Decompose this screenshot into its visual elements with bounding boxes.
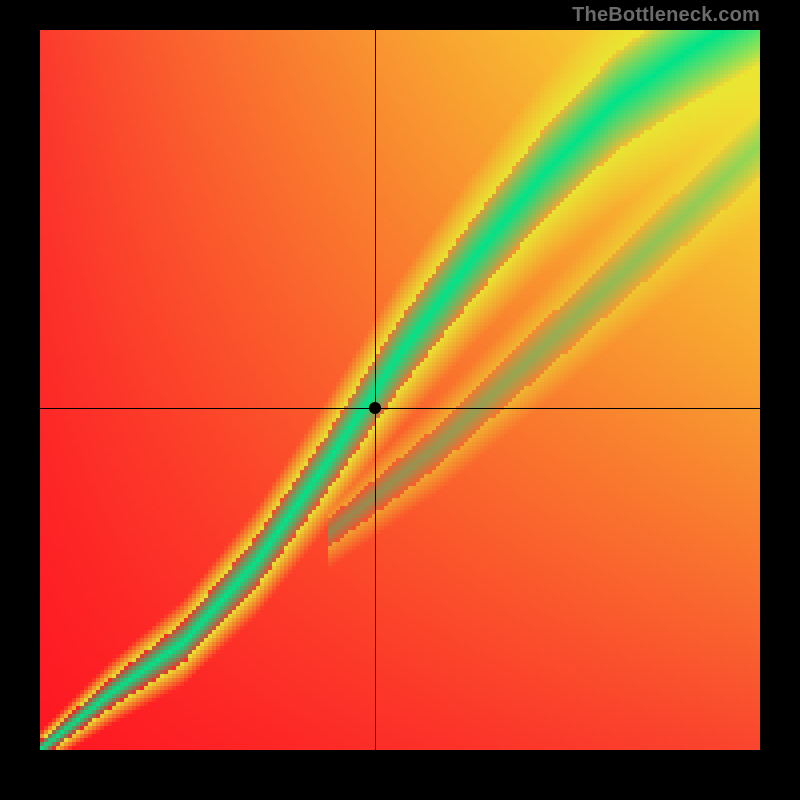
attribution-text: TheBottleneck.com — [572, 4, 760, 27]
chart-frame: TheBottleneck.com — [0, 0, 800, 800]
crosshair-vertical — [375, 30, 376, 750]
plot-area — [40, 30, 760, 750]
crosshair-marker — [369, 402, 381, 414]
crosshair-horizontal — [40, 408, 760, 409]
heatmap-canvas — [40, 30, 760, 750]
